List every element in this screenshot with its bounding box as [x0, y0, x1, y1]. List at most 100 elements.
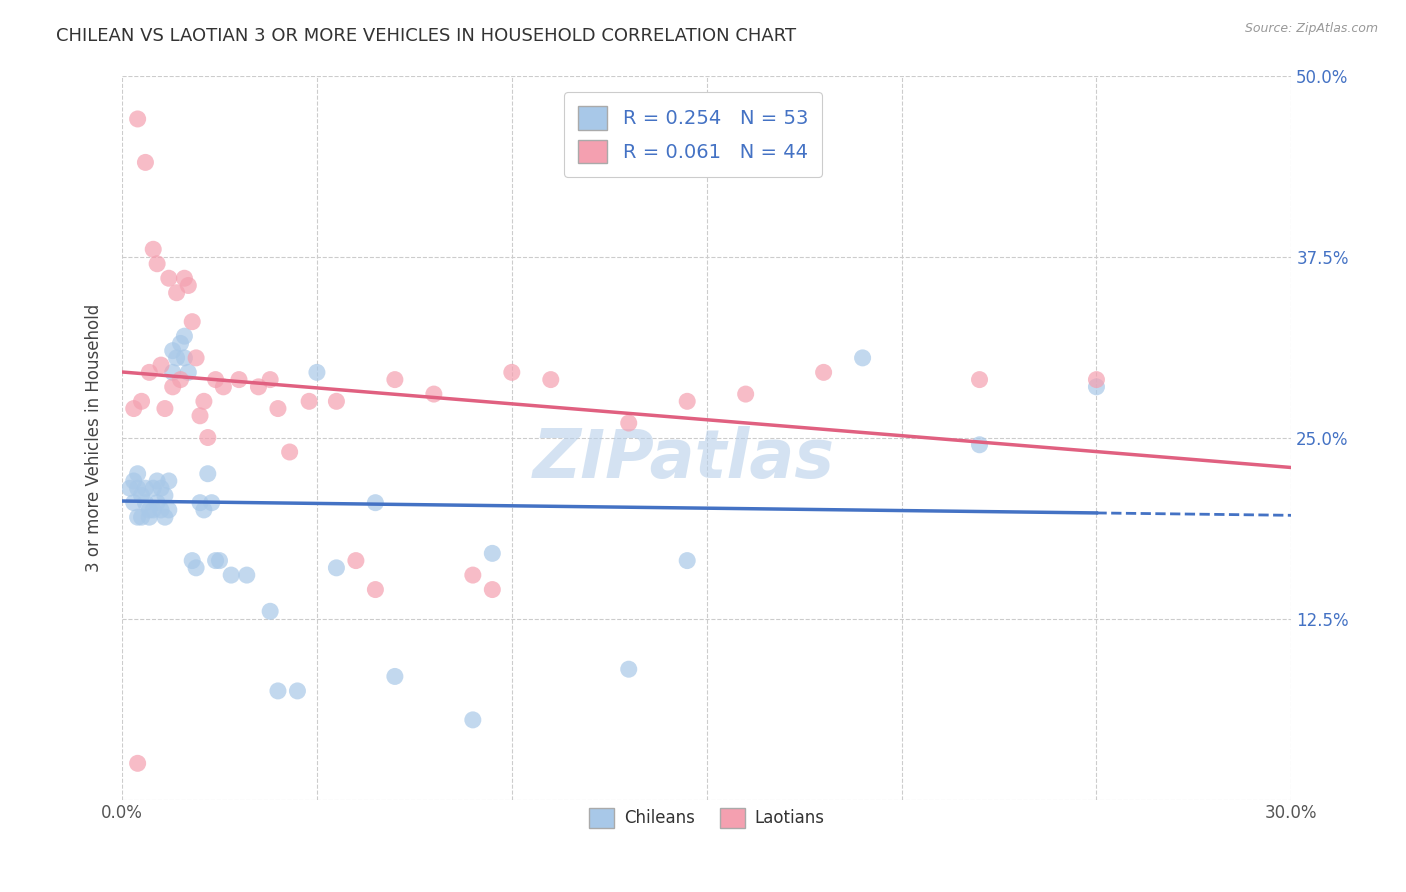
Point [298, 394, 321, 409]
Point [676, 553, 699, 567]
Point [138, 365, 160, 379]
Point [540, 373, 562, 387]
Point [173, 329, 195, 343]
Point [173, 351, 195, 365]
Point [153, 488, 176, 502]
Point [617, 662, 640, 676]
Point [146, 257, 169, 271]
Point [969, 438, 991, 452]
Point [138, 510, 160, 524]
Point [177, 278, 200, 293]
Point [287, 684, 309, 698]
Point [150, 358, 173, 372]
Point [325, 561, 347, 575]
Point [166, 285, 188, 300]
Point [188, 409, 211, 423]
Point [169, 336, 191, 351]
Point [813, 365, 835, 379]
Point [142, 503, 165, 517]
Point [325, 394, 347, 409]
Point [461, 568, 484, 582]
Point [184, 561, 207, 575]
Point [259, 604, 281, 618]
Point [219, 568, 242, 582]
Point [122, 401, 145, 416]
Point [228, 373, 250, 387]
Point [134, 155, 156, 169]
Y-axis label: 3 or more Vehicles in Household: 3 or more Vehicles in Household [86, 303, 103, 572]
Point [118, 481, 141, 495]
Point [461, 713, 484, 727]
Point [364, 582, 387, 597]
Text: CHILEAN VS LAOTIAN 3 OR MORE VEHICLES IN HOUSEHOLD CORRELATION CHART: CHILEAN VS LAOTIAN 3 OR MORE VEHICLES IN… [56, 27, 796, 45]
Point [162, 365, 184, 379]
Point [131, 394, 153, 409]
Point [181, 315, 204, 329]
Point [153, 401, 176, 416]
Point [193, 503, 215, 517]
Point [267, 684, 290, 698]
Point [193, 394, 215, 409]
Point [267, 401, 290, 416]
Point [1085, 380, 1108, 394]
Point [127, 756, 149, 771]
Point [617, 416, 640, 430]
Point [364, 496, 387, 510]
Legend: Chileans, Laotians: Chileans, Laotians [582, 801, 831, 835]
Point [134, 481, 156, 495]
Point [127, 467, 149, 481]
Point [131, 510, 153, 524]
Point [208, 553, 231, 567]
Point [127, 112, 149, 126]
Point [127, 481, 149, 495]
Point [153, 510, 176, 524]
Point [236, 568, 259, 582]
Point [969, 373, 991, 387]
Point [127, 510, 149, 524]
Point [676, 394, 699, 409]
Point [344, 553, 367, 567]
Point [305, 365, 328, 379]
Point [131, 488, 153, 502]
Point [852, 351, 875, 365]
Point [481, 582, 503, 597]
Point [184, 351, 207, 365]
Point [150, 503, 173, 517]
Point [177, 365, 200, 379]
Point [142, 242, 165, 256]
Point [122, 474, 145, 488]
Point [204, 373, 226, 387]
Point [384, 669, 406, 683]
Point [146, 474, 169, 488]
Point [181, 553, 204, 567]
Point [212, 380, 235, 394]
Point [169, 373, 191, 387]
Point [162, 380, 184, 394]
Point [138, 503, 160, 517]
Point [188, 496, 211, 510]
Point [134, 496, 156, 510]
Point [204, 553, 226, 567]
Point [162, 343, 184, 358]
Point [157, 271, 180, 285]
Point [1085, 373, 1108, 387]
Point [146, 496, 169, 510]
Point [201, 496, 224, 510]
Point [278, 445, 301, 459]
Point [157, 503, 180, 517]
Point [423, 387, 446, 401]
Point [197, 467, 219, 481]
Text: ZIPatlas: ZIPatlas [533, 426, 834, 492]
Point [247, 380, 270, 394]
Point [501, 365, 523, 379]
Point [150, 481, 173, 495]
Point [166, 351, 188, 365]
Point [197, 430, 219, 444]
Point [157, 474, 180, 488]
Point [122, 496, 145, 510]
Point [259, 373, 281, 387]
Point [734, 387, 756, 401]
Text: Source: ZipAtlas.com: Source: ZipAtlas.com [1244, 22, 1378, 36]
Point [384, 373, 406, 387]
Point [142, 481, 165, 495]
